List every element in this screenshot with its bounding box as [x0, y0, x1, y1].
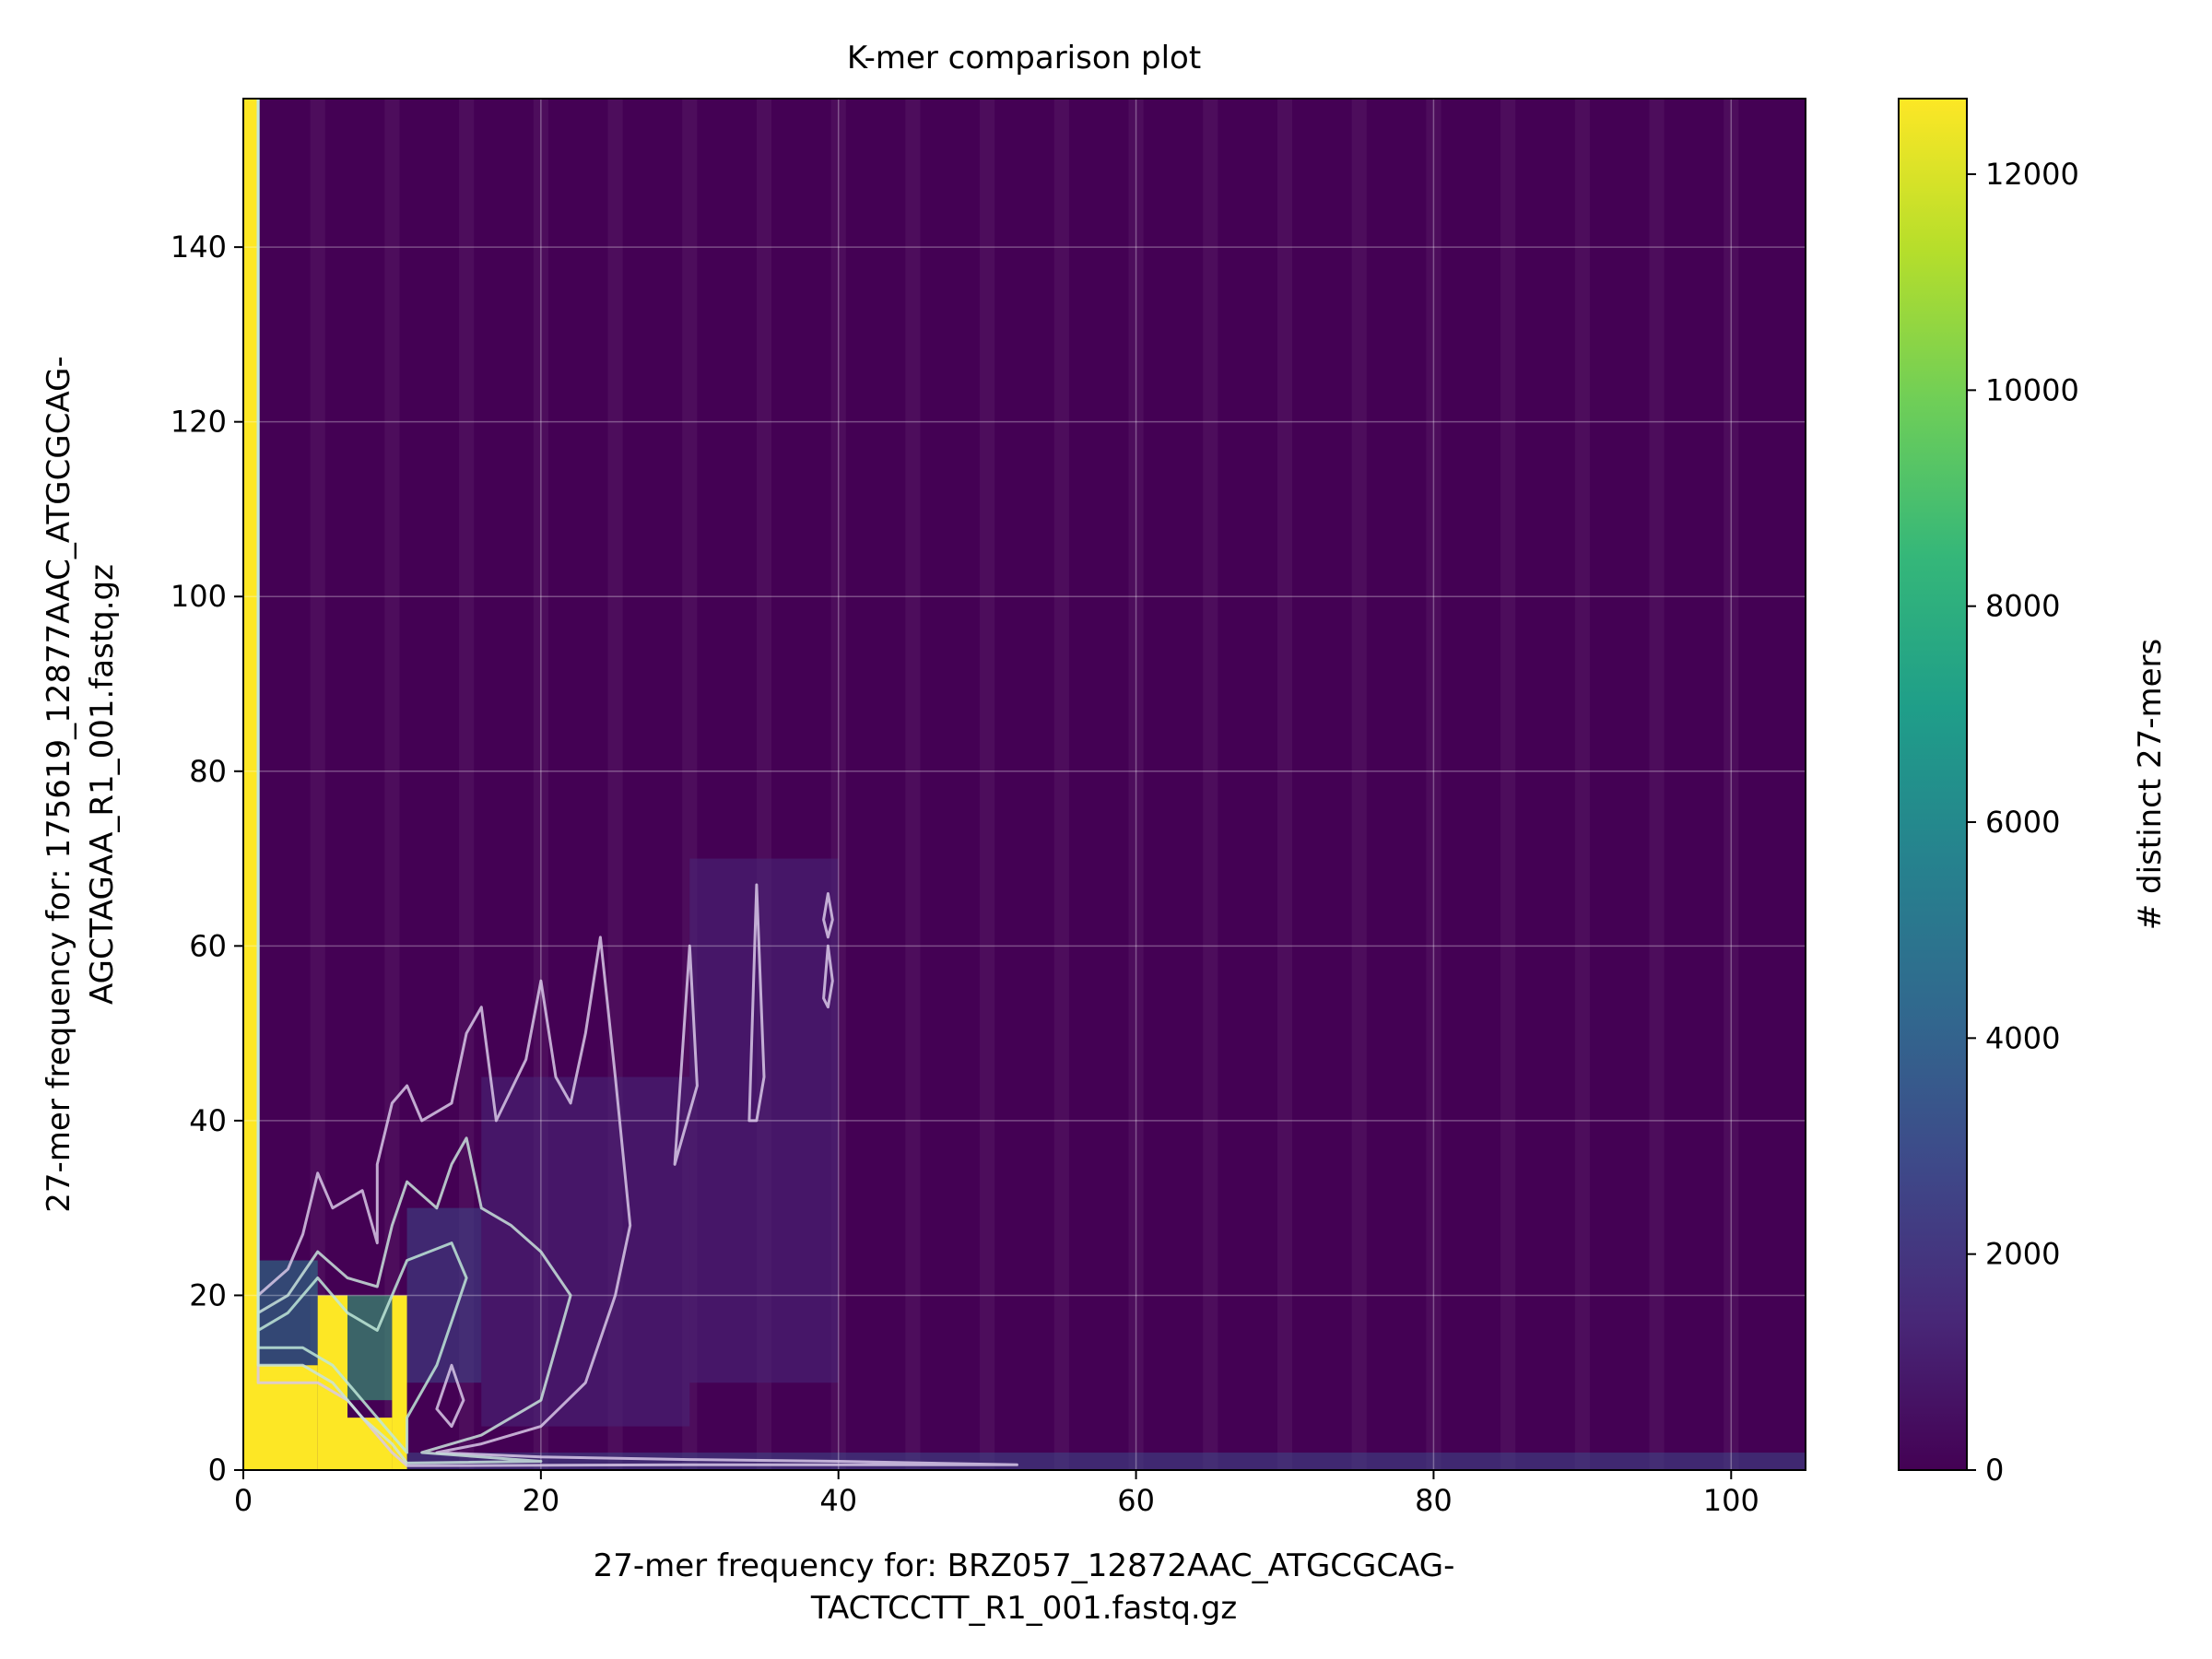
frequency-stripe [905, 99, 921, 1470]
density-region [406, 1207, 482, 1383]
frequency-stripe [1128, 99, 1144, 1470]
y-axis-label-line-2: AGCTAGAA_R1_001.fastq.gz [84, 564, 121, 1005]
y-tick-label: 0 [208, 1453, 227, 1488]
contour-line-outer [256, 99, 1018, 1467]
plot-frame [242, 98, 1806, 1471]
colorbar-tick-label: 12000 [1985, 157, 2079, 192]
colorbar-tick-label: 0 [1985, 1453, 2004, 1488]
frequency-stripe [1649, 99, 1665, 1470]
colorbar-tick-label: 10000 [1985, 372, 2079, 407]
density-regions [243, 99, 1806, 1470]
colorbar-tick-label: 2000 [1985, 1237, 2060, 1272]
contour-line-high [256, 99, 468, 1454]
x-axis-ticks: 0 20 40 60 80 100 [234, 1470, 1759, 1518]
x-tick-label: 40 [819, 1483, 857, 1518]
y-tick-label: 80 [189, 754, 227, 789]
x-axis-label-line-1: 27-mer frequency for: BRZ057_12872AAC_AT… [594, 1547, 1455, 1584]
frequency-stripe [1426, 99, 1441, 1470]
frequency-stripe [1574, 99, 1590, 1470]
y-tick-label: 40 [189, 1103, 227, 1138]
frequency-stripe [1053, 99, 1069, 1470]
grid-lines [243, 99, 1806, 1470]
y-tick-label: 140 [171, 229, 227, 265]
frequency-stripe [1351, 99, 1367, 1470]
density-region [481, 1077, 690, 1427]
y-tick-label: 60 [189, 928, 227, 963]
density-region [689, 858, 839, 1383]
frequency-stripe [384, 99, 400, 1470]
colorbar-tick-label: 4000 [1985, 1020, 2060, 1055]
contour-line-island [673, 944, 699, 1166]
x-axis-label-line-2: TACTCCTT_R1_001.fastq.gz [810, 1590, 1237, 1627]
y-axis-ticks: 0 20 40 60 80 100 120 140 [171, 229, 243, 1488]
frequency-stripe [1500, 99, 1516, 1470]
x-tick-label: 100 [1703, 1483, 1759, 1518]
frequency-stripe [1277, 99, 1293, 1470]
colorbar-ticks: 0 2000 4000 6000 8000 10000 12000 [1967, 157, 2079, 1488]
colorbar-tick-label: 6000 [1985, 805, 2060, 840]
density-region [406, 1453, 1806, 1470]
contour-line-island [435, 1363, 465, 1429]
density-region [243, 1365, 318, 1470]
y-axis-label-line-1: 27-mer frequency for: 175619_12877AAC_AT… [41, 356, 77, 1213]
frequency-stripe [459, 99, 475, 1470]
contour-line-inner [256, 99, 572, 1465]
frequency-stripe [980, 99, 995, 1470]
y-tick-label: 20 [189, 1277, 227, 1312]
frequency-stripe [1724, 99, 1739, 1470]
colorbar-tick-label: 8000 [1985, 589, 2060, 624]
y-tick-label: 100 [171, 579, 227, 614]
frequency-stripe [1203, 99, 1218, 1470]
contour-line-island [822, 944, 834, 1009]
density-region [243, 99, 259, 1470]
chart-title: K-mer comparison plot [847, 40, 1201, 76]
y-tick-label: 120 [171, 405, 227, 440]
colorbar [1898, 98, 1968, 1471]
contour-lines [256, 99, 1018, 1467]
frequency-stripe [310, 99, 325, 1470]
colorbar-label: # distinct 27-mers [2132, 639, 2169, 930]
x-tick-label: 0 [234, 1483, 253, 1518]
x-tick-label: 20 [522, 1483, 559, 1518]
x-tick-label: 80 [1415, 1483, 1453, 1518]
contour-line-island [747, 883, 766, 1123]
contour-line-island [822, 892, 834, 939]
density-region [392, 1295, 407, 1470]
x-tick-label: 60 [1117, 1483, 1155, 1518]
